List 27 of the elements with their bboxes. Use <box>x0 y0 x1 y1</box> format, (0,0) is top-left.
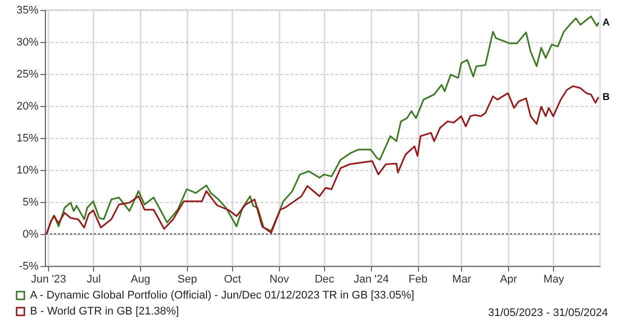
x-tick-label: Jun '23 <box>30 274 66 286</box>
x-tick-label: Mar <box>452 274 472 286</box>
y-tick-label: 30% <box>16 36 39 48</box>
text: 31/05/2023 - 31/05/2024 <box>488 307 608 319</box>
x-tick-label: Apr <box>500 274 518 286</box>
legend-label: A - Dynamic Global Portfolio (Official) - Jun/Dec 01/12/2023 TR in GB [33.05%] <box>30 290 414 302</box>
x-tick-label: Feb <box>408 274 428 286</box>
x-tick-label: Aug <box>130 274 150 286</box>
x-tick-label: Oct <box>224 274 242 286</box>
annotation: A <box>602 17 610 28</box>
x-tick-label: Jan '24 <box>354 274 389 286</box>
y-tick-label: 35% <box>16 4 39 16</box>
y-tick-label: 10% <box>16 164 39 176</box>
x-tick-label: Sep <box>177 274 198 286</box>
y-tick-label: 20% <box>16 100 39 112</box>
y-tick-label: 15% <box>16 132 39 144</box>
x-tick-label: Nov <box>269 274 290 286</box>
legend-label: B - World GTR in GB [21.38%] <box>30 306 179 318</box>
x-tick-label: Dec <box>314 274 335 286</box>
y-tick-label: -5% <box>18 260 39 272</box>
y-tick-label: 25% <box>16 68 39 80</box>
annotation: B <box>602 92 610 104</box>
x-tick-label: May <box>543 274 565 286</box>
x-tick-label: Jul <box>86 274 101 286</box>
y-tick-label: 5% <box>22 196 39 208</box>
y-tick-label: 0% <box>22 228 39 240</box>
line-series <box>46 85 600 235</box>
